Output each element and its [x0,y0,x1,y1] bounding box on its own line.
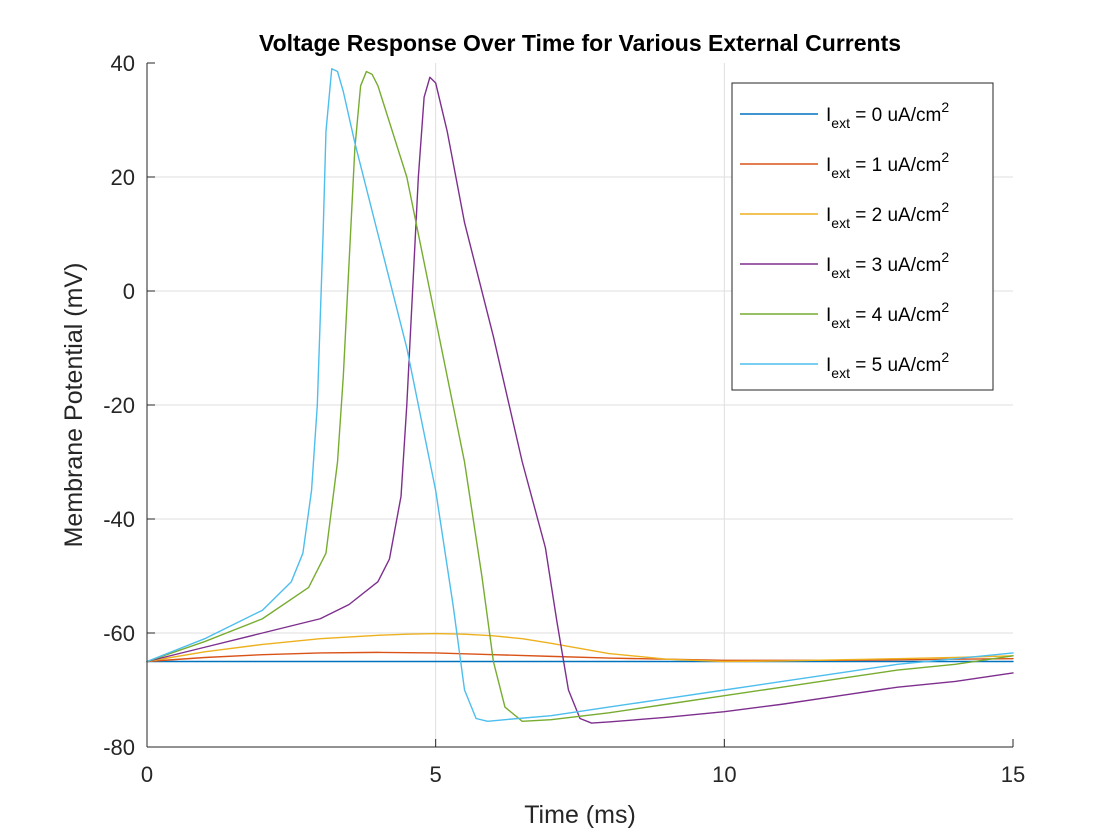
y-tick-label: 0 [123,279,135,304]
y-tick-label: -20 [103,393,135,418]
x-tick-label: 15 [1001,762,1025,787]
x-tick-labels: 0 5 10 15 [141,762,1025,787]
legend-entry-3: Iext = 3 uA/cm2 [826,249,949,281]
x-tick-label: 5 [430,762,442,787]
series-line-4 [146,70,1014,723]
series-line-3 [146,76,1014,724]
series-line-1 [146,651,1014,663]
legend-entry-1: Iext = 1 uA/cm2 [826,149,949,181]
y-tick-label: 20 [111,165,135,190]
y-tick-labels: -80 -60 -40 -20 0 20 40 [103,51,135,760]
y-tick-label: -80 [103,735,135,760]
axes [146,62,1014,748]
series-lines [146,67,1014,724]
x-tick-label: 0 [141,762,153,787]
x-tick-label: 10 [712,762,736,787]
legend-entry-4: Iext = 4 uA/cm2 [826,299,949,331]
legend-entry-5: Iext = 5 uA/cm2 [826,349,949,381]
chart-title: Voltage Response Over Time for Various E… [259,30,901,56]
series-line-2 [146,632,1014,663]
y-tick-label: -40 [103,507,135,532]
series-line-5 [146,67,1014,723]
x-axis-label: Time (ms) [524,801,636,829]
y-axis-label: Membrane Potential (mV) [60,263,88,548]
y-tick-label: 40 [111,51,135,76]
legend-entry-0: Iext = 0 uA/cm2 [826,99,949,131]
legend: Iext = 0 uA/cm2 Iext = 1 uA/cm2 Iext = 2 u… [731,82,994,391]
y-tick-label: -60 [103,621,135,646]
legend-entry-2: Iext = 2 uA/cm2 [826,199,949,231]
legend-box [731,82,994,391]
